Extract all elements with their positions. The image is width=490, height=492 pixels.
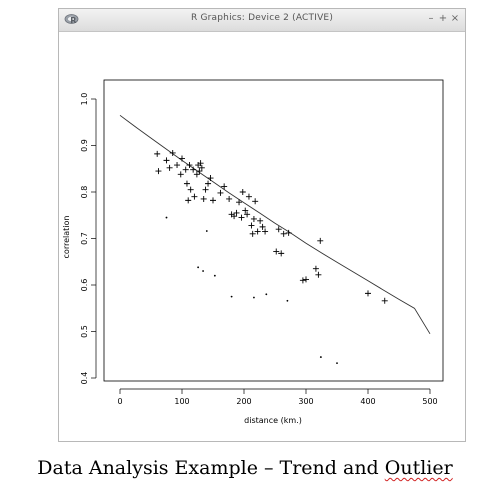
x-tick-label: 500 — [422, 397, 437, 406]
plus-point — [198, 164, 205, 171]
plus-point — [187, 186, 194, 193]
plus-point — [275, 226, 282, 233]
dot-point — [202, 270, 204, 272]
dot-point — [336, 362, 338, 365]
plus-point — [205, 180, 212, 187]
plus-point — [155, 168, 162, 175]
plus-point — [196, 168, 203, 175]
slide-caption: Data Analysis Example – Trend and Outlie… — [0, 457, 490, 479]
dot-point — [213, 274, 216, 277]
dot-point — [286, 299, 289, 302]
dot-point — [253, 296, 255, 299]
y-axis: 0.4 0.5 0.6 0.7 0.8 0.9 1.0 — [80, 93, 97, 385]
x-tick-label: 300 — [298, 397, 313, 406]
plus-point — [242, 207, 249, 214]
plus-point — [200, 195, 207, 202]
y-tick-label: 0.4 — [80, 372, 89, 385]
plus-point — [186, 162, 193, 169]
y-tick-label: 0.7 — [80, 232, 89, 245]
plus-point — [185, 197, 192, 204]
plus-point — [278, 250, 285, 257]
plus-point — [179, 155, 185, 162]
plus-point — [252, 198, 259, 205]
x-tick-label: 0 — [117, 397, 122, 406]
x-axis-label: distance (km.) — [244, 416, 302, 425]
plus-point — [312, 265, 319, 272]
plus-point — [163, 157, 170, 164]
plus-point — [303, 276, 309, 283]
plus-point — [273, 248, 280, 255]
window-titlebar[interactable]: R R Graphics: Device 2 (ACTIVE) – + × — [59, 9, 465, 32]
plus-point — [249, 230, 256, 237]
plus-point — [262, 228, 269, 235]
plus-point — [280, 230, 287, 237]
plus-point — [202, 186, 209, 193]
dot-point — [197, 266, 200, 269]
dot-point — [265, 293, 268, 296]
plus-point — [182, 166, 189, 173]
plus-point — [317, 237, 324, 244]
plus-point — [191, 193, 198, 200]
plus-point — [231, 213, 238, 220]
plus-point — [315, 271, 322, 278]
minimize-button[interactable]: – — [428, 13, 434, 24]
plus-point — [197, 160, 204, 167]
plus-point — [169, 149, 176, 156]
plus-point — [233, 209, 240, 216]
r-graphics-window: R R Graphics: Device 2 (ACTIVE) – + × 0 1… — [58, 8, 466, 442]
plus-point — [226, 195, 233, 202]
plus-point — [217, 189, 224, 196]
plus-point — [299, 277, 306, 284]
window-title: R Graphics: Device 2 (ACTIVE) — [190, 13, 334, 23]
x-tick-label: 200 — [236, 397, 251, 406]
plus-point — [210, 197, 216, 204]
scatter-chart: 0 100 200 300 400 500 0.4 0.5 0.6 0.7 0.8 0.9 1.0 d… — [62, 79, 444, 425]
y-tick-label: 0.5 — [80, 325, 89, 338]
plus-point — [174, 162, 181, 169]
plot-box — [103, 79, 444, 382]
plus-point — [154, 150, 161, 157]
dot-point — [230, 295, 233, 298]
plus-point — [221, 183, 228, 190]
plus-point — [257, 217, 264, 224]
y-tick-label: 0.8 — [80, 186, 89, 199]
plus-point — [190, 166, 197, 173]
plot-canvas: 0 100 200 300 400 500 0.4 0.5 0.6 0.7 0.8 0.9 1.0 d… — [59, 32, 465, 441]
plus-point — [236, 199, 243, 206]
plus-point — [238, 214, 245, 221]
dot-point — [205, 230, 208, 232]
plus-point — [207, 175, 214, 182]
close-button[interactable]: × — [450, 13, 460, 24]
plus-point — [245, 193, 252, 200]
plus-point — [285, 229, 292, 236]
plus-point — [193, 171, 200, 178]
y-axis-label: correlation — [62, 216, 71, 259]
svg-text:R: R — [70, 16, 76, 25]
plus-point — [244, 211, 251, 218]
data-points — [154, 149, 388, 365]
dot-point — [319, 356, 322, 358]
x-tick-label: 100 — [174, 397, 189, 406]
plus-point — [248, 222, 255, 229]
plus-point — [183, 180, 190, 187]
x-axis: 0 100 200 300 400 500 — [117, 388, 438, 406]
plus-point — [381, 297, 388, 304]
plus-point — [254, 228, 261, 235]
plus-point — [166, 164, 173, 171]
plus-point — [177, 171, 184, 178]
maximize-button[interactable]: + — [438, 13, 448, 24]
r-logo-icon: R — [64, 14, 79, 25]
caption-flagged-word: Outlier — [384, 457, 453, 479]
caption-text: Data Analysis Example – Trend and — [37, 457, 385, 479]
plus-point — [250, 215, 257, 222]
plus-point — [259, 223, 266, 230]
y-tick-label: 0.9 — [80, 139, 89, 152]
x-tick-label: 400 — [360, 397, 375, 406]
plus-point — [239, 189, 246, 195]
y-tick-label: 0.6 — [80, 279, 89, 292]
dot-point — [165, 216, 168, 219]
plus-point — [365, 290, 371, 297]
y-tick-label: 1.0 — [80, 93, 89, 106]
